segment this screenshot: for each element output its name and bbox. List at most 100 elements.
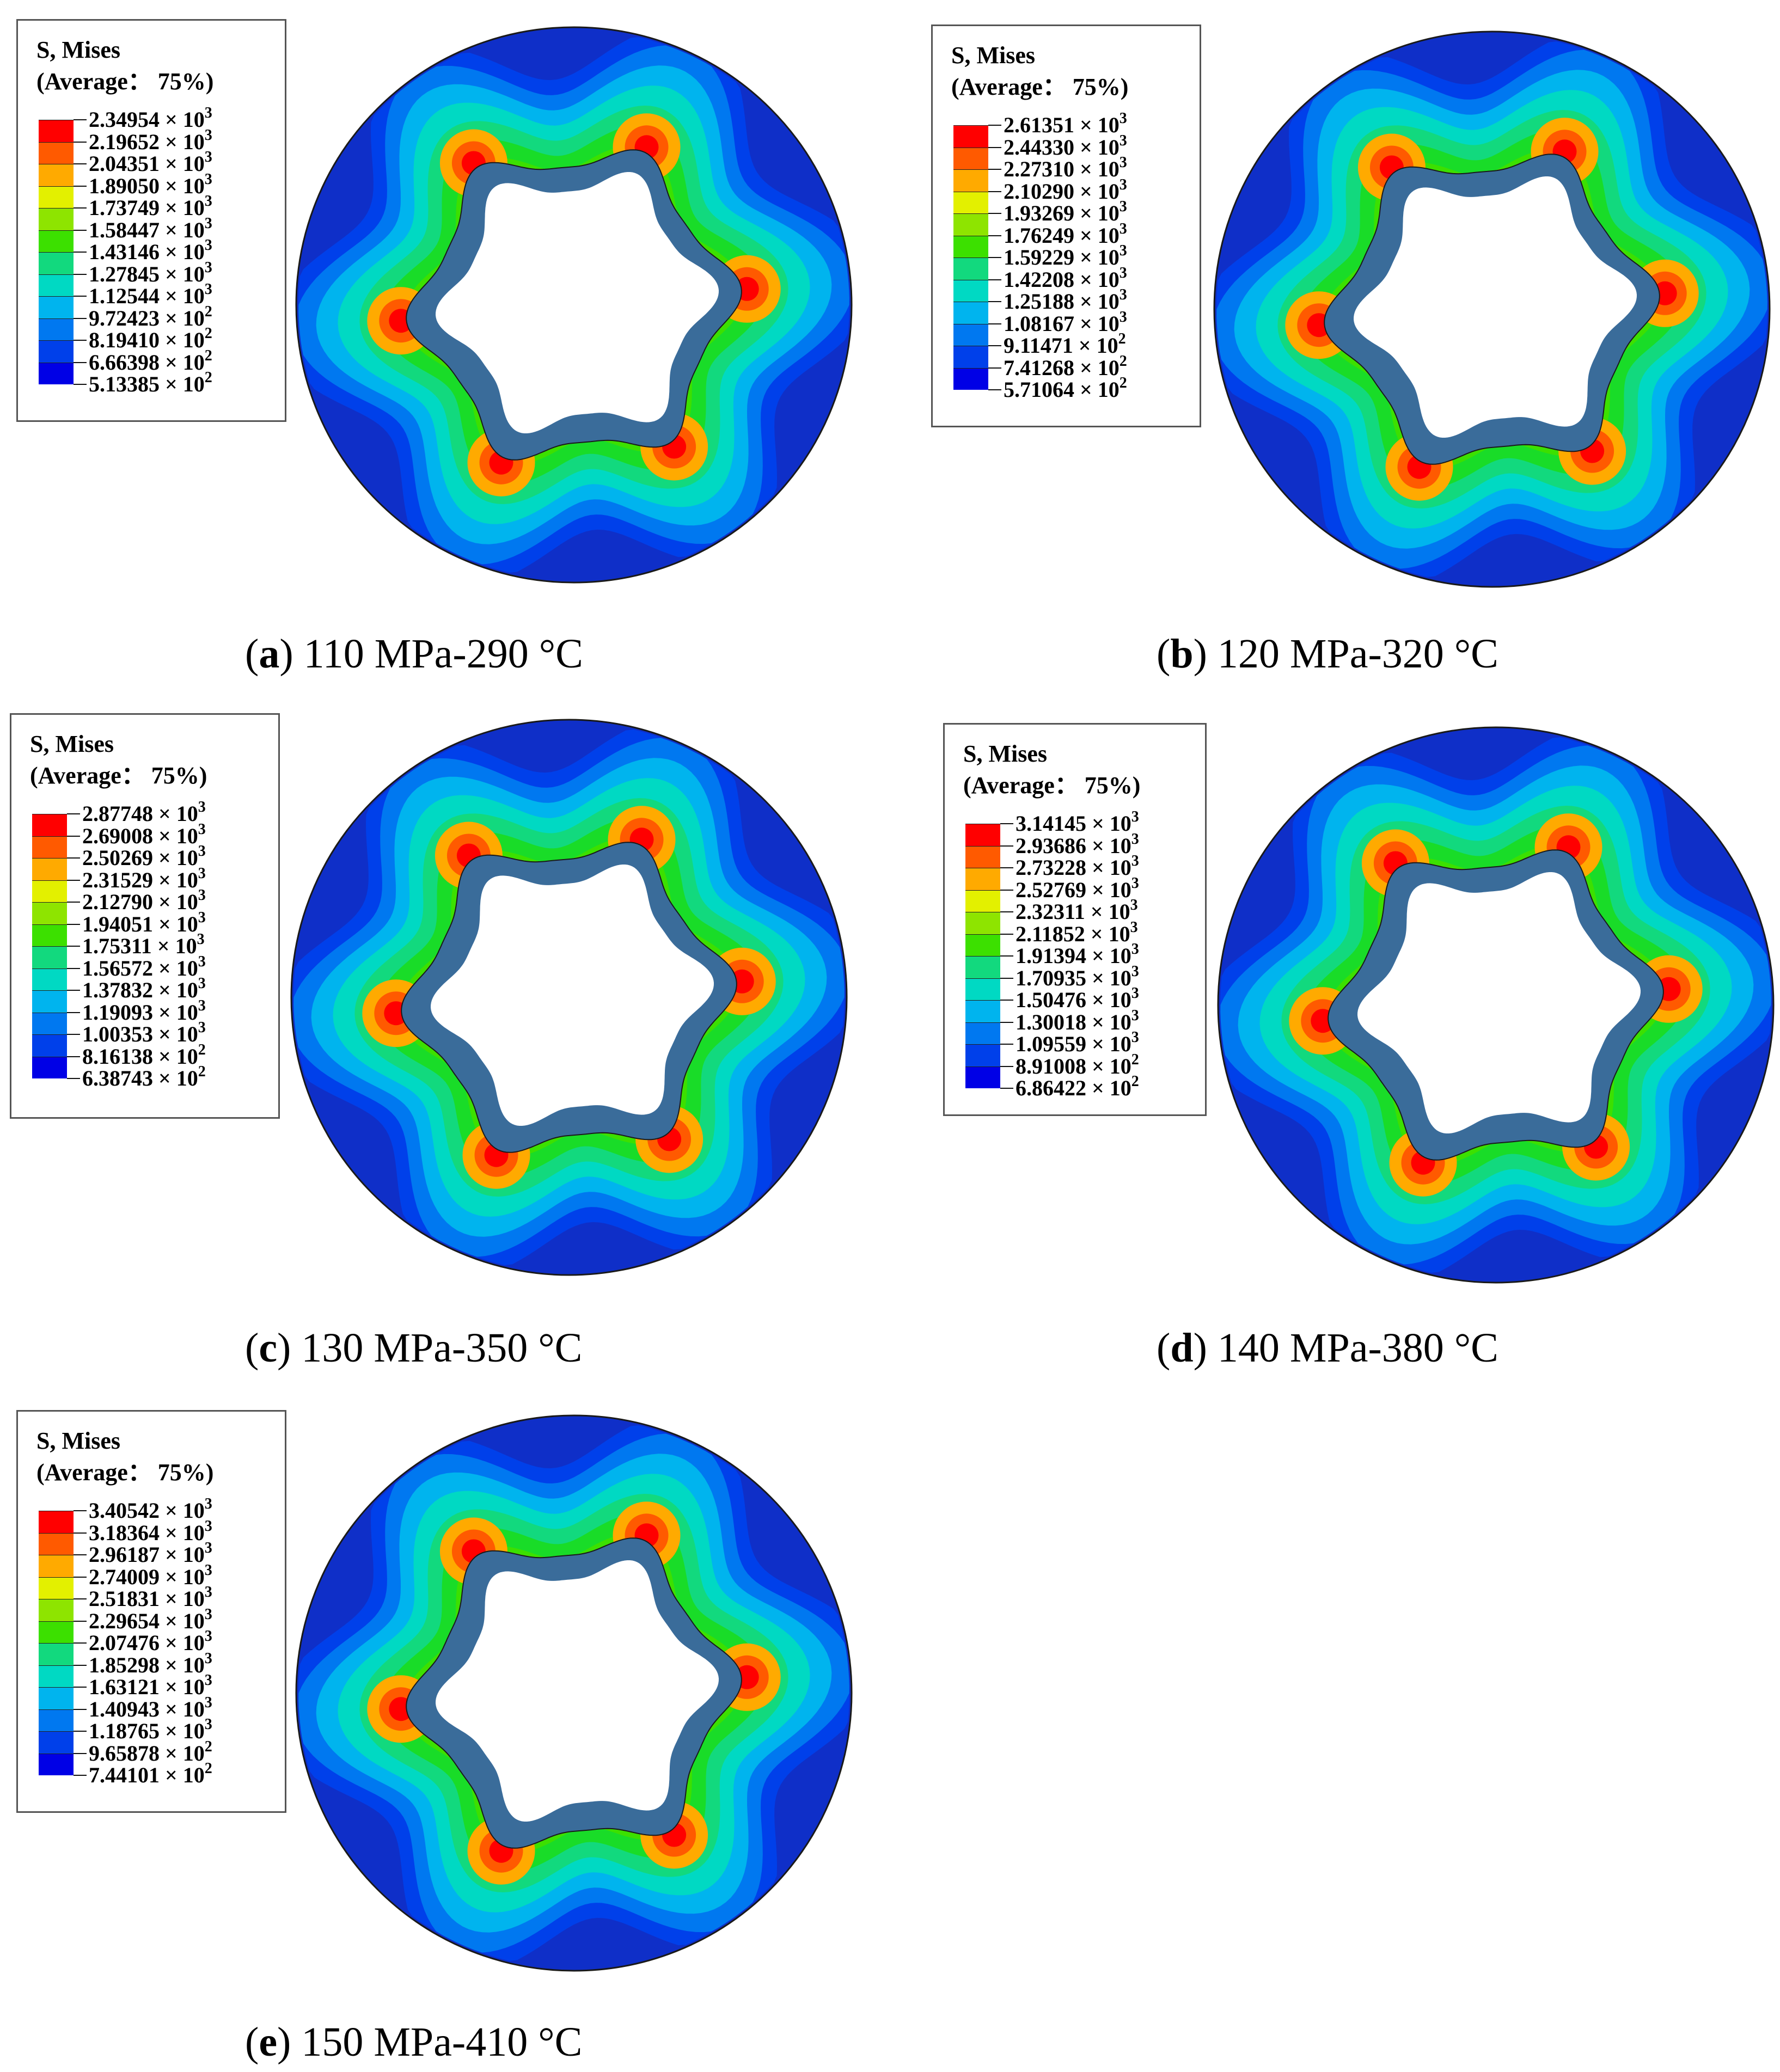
legend-tick	[1000, 1000, 1013, 1001]
legend-swatch	[39, 1599, 74, 1621]
legend-swatch	[965, 956, 1000, 978]
legend-value-exponent: 2	[1131, 1051, 1139, 1068]
legend-value: 3.40542 × 103	[89, 1497, 212, 1522]
legend-swatch	[965, 912, 1000, 934]
legend-swatch	[953, 258, 988, 280]
legend-value-multiplier: × 10	[160, 240, 205, 264]
legend-title: S, Mises	[30, 731, 114, 757]
stress-contour-plot	[1213, 30, 1771, 588]
legend-value-exponent: 3	[198, 1019, 206, 1036]
legend-value-exponent: 2	[198, 1041, 206, 1058]
legend-value: 1.89050 × 103	[89, 171, 212, 197]
legend-value-exponent: 3	[1119, 242, 1127, 259]
legend: S, Mises (Average： 75%) 3.40542 × 103 3.1…	[16, 1410, 286, 1813]
legend-tick	[74, 317, 87, 319]
legend-swatch	[32, 968, 67, 990]
legend-value: 1.27845 × 103	[89, 260, 212, 285]
legend-value-exponent: 3	[204, 126, 212, 144]
legend-value-multiplier: × 10	[160, 328, 205, 352]
legend-value-exponent: 3	[1119, 308, 1127, 326]
legend-tick	[1000, 845, 1013, 847]
legend-value-multiplier: × 10	[160, 350, 205, 375]
legend-tick	[67, 1056, 80, 1057]
legend-value: 2.07476 × 103	[89, 1629, 212, 1654]
stress-contour-plot	[295, 26, 853, 584]
caption-letter: a	[259, 631, 280, 677]
legend-value-multiplier: × 10	[160, 1586, 205, 1611]
legend-swatch	[39, 1511, 74, 1533]
legend-value: 1.94051 × 103	[82, 910, 206, 935]
legend-value-multiplier: × 10	[160, 284, 205, 308]
legend-tick	[74, 163, 87, 164]
caption: (c) 130 MPa-350 °C	[245, 1325, 583, 1371]
legend-tick	[74, 1664, 87, 1666]
legend-value-exponent: 3	[1131, 1007, 1139, 1024]
legend-value-exponent: 3	[204, 170, 212, 188]
legend-tick	[74, 1576, 87, 1578]
legend-swatch	[39, 1621, 74, 1643]
legend-value-mantissa: 2.31529	[82, 867, 153, 892]
legend-value-mantissa: 2.74009	[89, 1564, 160, 1589]
legend-tick	[988, 389, 1001, 390]
legend-value-multiplier: × 10	[1086, 1032, 1131, 1056]
legend-value-mantissa: 3.18364	[89, 1520, 160, 1545]
legend-swatch	[32, 880, 67, 902]
legend-swatch	[965, 1022, 1000, 1044]
legend-value-multiplier: × 10	[1086, 1053, 1131, 1078]
legend-title: S, Mises	[963, 740, 1047, 767]
legend-value-mantissa: 2.69008	[82, 823, 153, 848]
legend-value-multiplier: × 10	[1073, 333, 1118, 358]
legend-swatch	[32, 946, 67, 968]
legend-tick	[1000, 889, 1013, 891]
legend-value-exponent: 3	[198, 887, 206, 904]
legend-value-mantissa: 1.56572	[82, 955, 153, 980]
legend-value: 1.43146 × 103	[89, 238, 212, 264]
legend-swatch	[39, 120, 74, 142]
legend-subtitle: (Average： 75%)	[951, 73, 1129, 100]
legend-value-exponent: 3	[1131, 830, 1139, 848]
legend-tick	[74, 119, 87, 120]
legend-value-exponent: 3	[204, 1540, 212, 1556]
legend-value: 2.73228 × 103	[1016, 854, 1139, 879]
legend-value-mantissa: 1.91394	[1016, 943, 1086, 968]
legend-value-exponent: 2	[204, 325, 212, 342]
legend: S, Mises (Average： 75%) 3.14145 × 103 2.9…	[943, 723, 1207, 1116]
legend-tick	[67, 857, 80, 859]
legend-swatch	[32, 1056, 67, 1078]
legend-title: S, Mises	[36, 36, 120, 63]
legend-value: 5.13385 × 102	[89, 370, 212, 396]
legend-value-multiplier: × 10	[1074, 113, 1120, 137]
legend-swatch	[953, 147, 988, 169]
legend-value: 1.30018 × 103	[1016, 1008, 1139, 1033]
caption-label: 150 MPa-410 °C	[301, 2019, 583, 2065]
legend-value-multiplier: × 10	[151, 934, 197, 958]
legend-swatch	[39, 274, 74, 296]
legend-value-exponent: 3	[198, 997, 206, 1014]
legend-swatch	[39, 186, 74, 208]
legend-value-mantissa: 3.14145	[1016, 811, 1086, 836]
legend-tick	[1000, 1088, 1013, 1089]
legend-value: 8.91008 × 102	[1016, 1052, 1139, 1078]
legend-tick	[67, 879, 80, 881]
legend-value-exponent: 3	[1131, 853, 1139, 869]
legend-value-multiplier: × 10	[1086, 943, 1131, 968]
legend-swatch	[953, 191, 988, 213]
legend-value-mantissa: 2.61351	[1004, 113, 1074, 137]
panel-b: S, Mises (Average： 75%) 2.61351 × 103 2.4…	[890, 0, 1780, 691]
legend-swatch	[39, 142, 74, 164]
disk-outline	[290, 719, 848, 1276]
legend-value: 1.19093 × 103	[82, 998, 206, 1023]
legend-tick	[988, 125, 1001, 126]
legend-tick	[74, 1752, 87, 1754]
legend-value-mantissa: 9.11471	[1004, 333, 1073, 358]
legend-value-multiplier: × 10	[160, 372, 205, 396]
legend-value-mantissa: 1.63121	[89, 1675, 160, 1699]
legend-value-mantissa: 2.34954	[89, 107, 160, 132]
legend-value: 3.18364 × 103	[89, 1518, 212, 1545]
legend-subtitle: (Average： 75%)	[30, 762, 207, 789]
legend-tick	[74, 252, 87, 253]
legend-tick	[67, 813, 80, 814]
legend-value-mantissa: 7.44101	[89, 1763, 160, 1787]
legend-swatch	[965, 824, 1000, 846]
legend-tick	[67, 923, 80, 925]
